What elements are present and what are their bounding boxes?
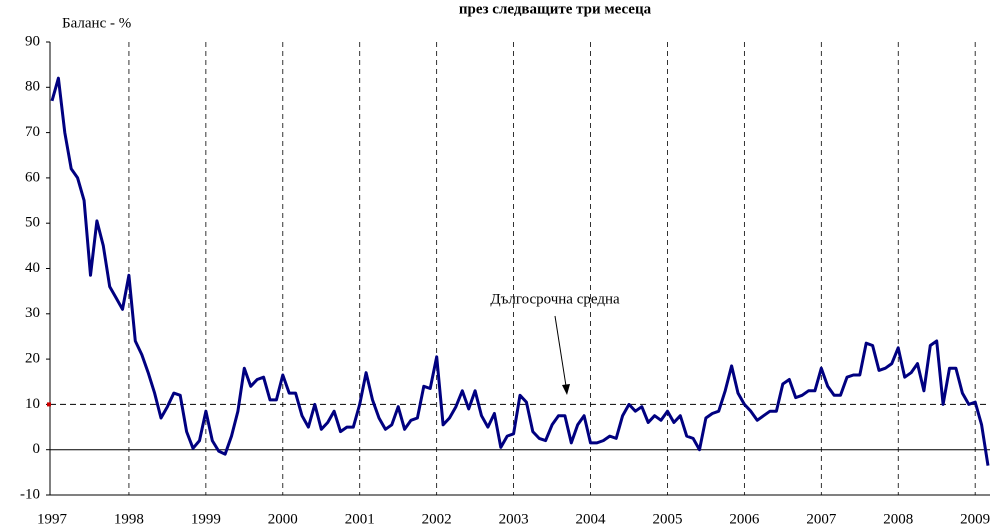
x-tick-label: 1999 bbox=[191, 511, 221, 527]
y-tick-label: 40 bbox=[25, 260, 40, 276]
y-tick-label: 20 bbox=[25, 351, 40, 367]
y-axis-label: Баланс - % bbox=[62, 15, 131, 31]
y-tick-label: 0 bbox=[33, 441, 41, 457]
y-tick-label: 10 bbox=[25, 396, 40, 412]
x-tick-label: 2008 bbox=[883, 511, 913, 527]
data-line bbox=[50, 76, 990, 466]
x-tick-label: 2003 bbox=[499, 511, 529, 527]
y-tick-label: 90 bbox=[25, 33, 40, 49]
y-tick-label: 70 bbox=[25, 124, 40, 140]
y-tick-label: 80 bbox=[25, 79, 40, 95]
annotation: Дългосрочна средна bbox=[490, 291, 620, 307]
x-tick-label: 2006 bbox=[729, 511, 760, 527]
chart-title: през следващите три месеца bbox=[459, 1, 652, 17]
x-tick-label: 2007 bbox=[806, 511, 837, 527]
x-tick-label: 2004 bbox=[576, 511, 607, 527]
x-tick-label: 2005 bbox=[652, 511, 682, 527]
mean-marker bbox=[47, 402, 51, 407]
x-tick-label: 2000 bbox=[268, 511, 298, 527]
annotation-arrow bbox=[554, 315, 567, 387]
y-tick-label: 50 bbox=[25, 215, 40, 231]
x-tick-label: 1998 bbox=[114, 511, 144, 527]
arrow-head bbox=[562, 384, 570, 395]
x-tick-label: 1997 bbox=[37, 511, 68, 527]
y-tick-label: 60 bbox=[25, 169, 40, 185]
y-tick-label: -10 bbox=[20, 486, 40, 502]
x-tick-label: 2002 bbox=[422, 511, 452, 527]
x-tick-label: 2001 bbox=[345, 511, 375, 527]
y-tick-label: 30 bbox=[25, 305, 40, 321]
x-tick-label: 2009 bbox=[960, 511, 990, 527]
